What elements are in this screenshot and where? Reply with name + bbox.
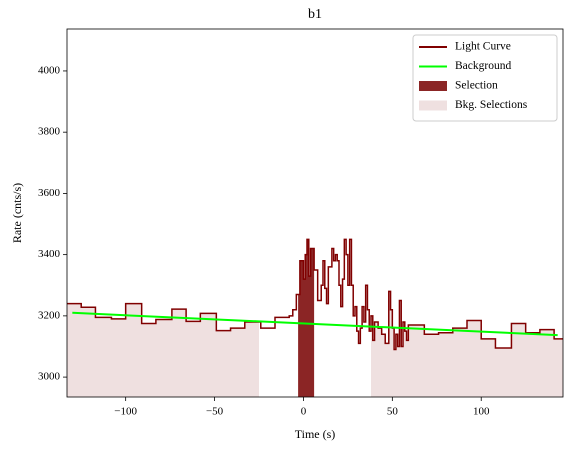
x-axis-label: Time (s) <box>295 427 336 441</box>
x-tick-label: 50 <box>387 406 399 418</box>
x-tick-label: 100 <box>473 406 490 418</box>
legend-box <box>412 34 558 122</box>
legend-label: Selection <box>455 80 498 92</box>
legend-label: Light Curve <box>455 41 511 53</box>
legend-swatch <box>419 81 447 91</box>
selection-region <box>67 303 259 397</box>
chart-title: b1 <box>308 7 322 22</box>
series-line <box>67 238 563 351</box>
series-line <box>72 311 558 337</box>
selection-region <box>298 239 315 397</box>
axes-frame <box>66 28 564 398</box>
legend-label: Background <box>455 60 511 72</box>
y-tick-label: 3200 <box>38 309 61 321</box>
legend-label: Bkg. Selections <box>455 99 528 111</box>
legend-swatch <box>419 100 447 111</box>
y-tick-label: 3600 <box>38 187 61 199</box>
selection-region <box>371 291 563 397</box>
y-tick-label: 4000 <box>38 64 61 76</box>
x-tick-label: −50 <box>206 406 224 418</box>
plot-area <box>67 239 563 397</box>
y-axis-label: Rate (cnts/s) <box>10 183 24 243</box>
y-tick-label: 3800 <box>38 126 61 138</box>
x-tick-label: 0 <box>301 406 307 418</box>
y-tick-label: 3400 <box>38 248 61 260</box>
x-tick-label: −100 <box>114 406 137 418</box>
y-tick-label: 3000 <box>38 371 61 383</box>
